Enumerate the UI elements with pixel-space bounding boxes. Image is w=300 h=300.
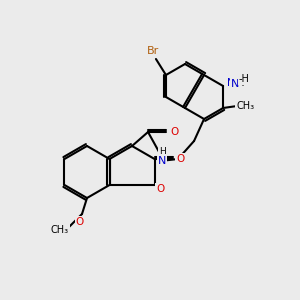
Text: CH₃: CH₃ xyxy=(51,225,69,235)
Text: O: O xyxy=(176,154,185,164)
Text: CH₃: CH₃ xyxy=(51,225,69,235)
Text: N: N xyxy=(158,156,166,166)
Text: N: N xyxy=(158,156,166,166)
Text: CH₃: CH₃ xyxy=(237,101,255,111)
Text: CH₃: CH₃ xyxy=(236,101,254,111)
Text: -H: -H xyxy=(233,78,245,88)
Text: O: O xyxy=(176,154,185,164)
Text: O: O xyxy=(76,217,84,227)
Text: H: H xyxy=(159,148,165,157)
Text: O: O xyxy=(155,184,164,194)
Text: N: N xyxy=(227,78,235,88)
Text: O: O xyxy=(170,127,178,137)
Text: O: O xyxy=(170,127,178,137)
Text: N: N xyxy=(231,79,239,89)
Text: O: O xyxy=(76,217,84,227)
Text: H: H xyxy=(159,148,165,157)
Text: Br: Br xyxy=(145,47,157,57)
Text: -H: -H xyxy=(239,74,250,84)
Text: Br: Br xyxy=(147,46,159,56)
Text: O: O xyxy=(156,184,165,194)
